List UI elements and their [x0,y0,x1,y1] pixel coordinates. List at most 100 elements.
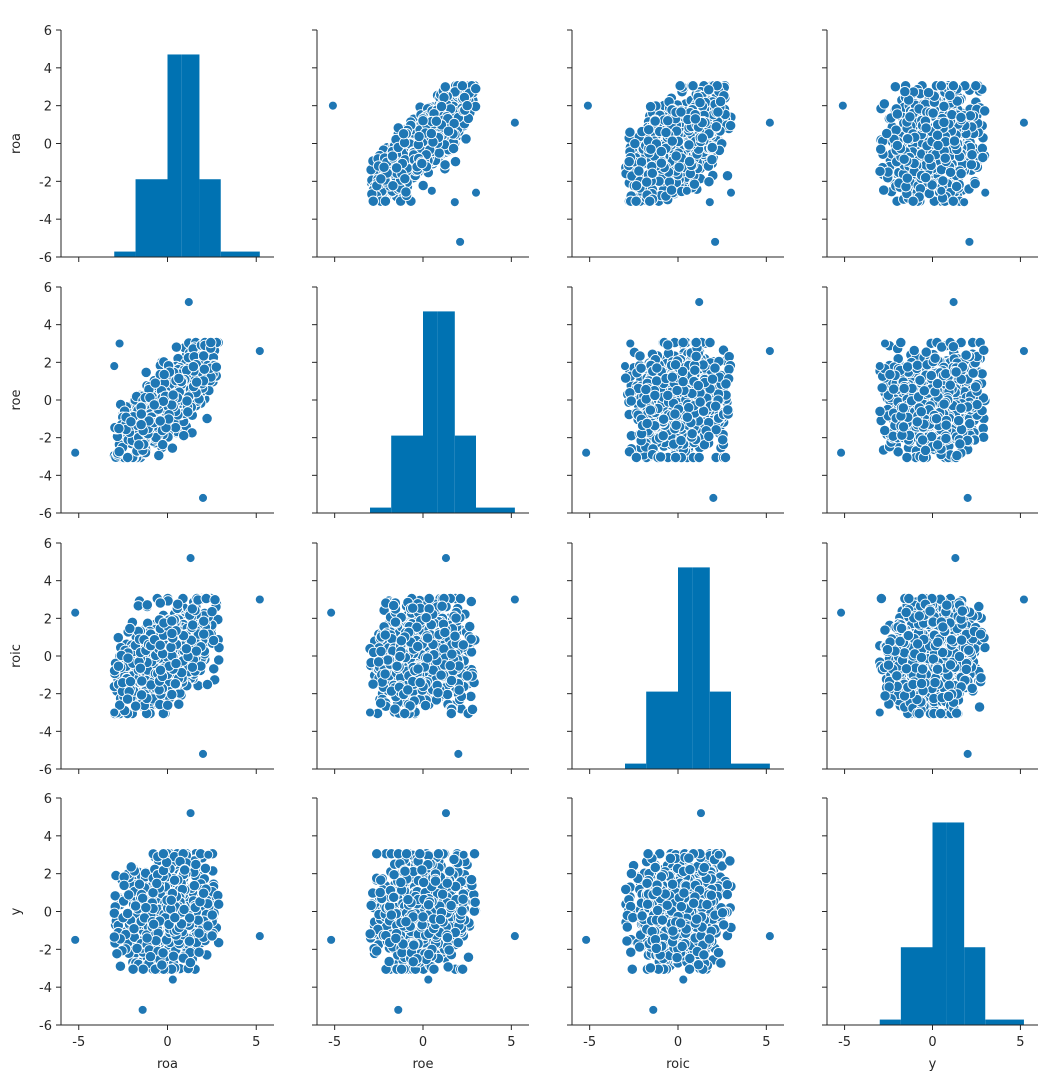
scatter-point [922,87,935,99]
scatter-point [721,170,734,182]
scatter-point [944,166,957,178]
scatter-point [201,412,213,425]
outlier-point [1018,117,1029,128]
scatter-point [447,142,460,155]
scatter-point [375,173,387,185]
hist-bar [454,435,476,513]
scatter-point [149,377,161,389]
panel-roa-vs-y [822,29,1038,262]
scatter-point [630,195,642,207]
outlier-point [198,492,208,503]
outlier-point [581,447,592,458]
panel-roe-vs-roe [312,286,529,518]
scatter-point [657,413,670,425]
scatter-point [644,195,656,207]
panel-roa-vs-roic [567,29,784,262]
scatter-point [674,80,686,92]
outlier-point [959,197,970,208]
scatter-point [689,364,701,376]
scatter-point [686,428,698,440]
outlier-point [726,187,736,198]
y-tick-label: 6 [44,24,52,39]
scatter-point [687,80,699,92]
scatter-point [125,416,137,428]
scatter-point [634,350,646,362]
hist-bar [423,311,438,513]
scatter-point [720,378,732,390]
scatter-point [635,362,647,374]
scatter-point [367,195,379,207]
scatter-point [704,336,716,349]
scatter-point [666,371,679,383]
scatter-point [675,434,687,447]
scatter-point [677,375,689,388]
scatter-point [681,411,693,423]
scatter-point [944,89,956,102]
scatter-point [970,80,982,92]
scatter-point [669,359,682,371]
scatter-point [153,449,165,462]
scatter-point [170,341,183,353]
scatter-point [891,139,903,152]
scatter-point [630,180,643,192]
scatter-point [947,195,959,207]
scatter-point [902,133,914,145]
outlier-point [254,346,265,356]
scatter-point [671,384,683,397]
scatter-point [703,430,715,442]
scatter-point [379,195,392,207]
scatter-point [135,418,147,431]
scatter-point [977,151,989,164]
scatter-point [178,429,190,442]
scatter-point [167,389,179,401]
scatter-point [923,152,935,164]
scatter-point [633,165,645,177]
scatter-point [662,115,674,127]
scatter-point [927,107,939,119]
scatter-point [670,419,682,431]
scatter-point [935,80,947,92]
outlier-point [964,236,975,247]
scatter-point [703,84,715,96]
scatter-point [620,372,632,384]
hist-bar [181,54,200,257]
scatter-point [683,139,695,151]
scatter-point [461,100,473,112]
scatter-point [460,133,472,145]
scatter-point [122,451,134,464]
scatter-point [624,126,636,138]
outlier-point [936,185,947,196]
scatter-point [965,158,978,171]
scatter-point [198,363,211,375]
outlier-point [471,187,481,198]
scatter-point [955,167,967,180]
y-tick-label: 2 [44,356,52,371]
scatter-point [662,339,674,351]
scatter-point [210,361,222,373]
scatter-point [449,155,462,168]
scatter-point [948,135,961,147]
hist-bar [135,179,168,257]
scatter-point [690,350,702,363]
scatter-point [425,127,438,140]
scatter-point [881,127,893,140]
scatter-point [723,363,735,376]
scatter-point [683,402,695,414]
scatter-point [665,184,678,196]
scatter-point [947,80,960,92]
scatter-point [157,439,169,451]
panel-roe-vs-roic [567,286,784,518]
scatter-point [722,404,734,416]
scatter-point [154,415,166,427]
scatter-point [655,145,667,158]
scatter-point [158,368,170,381]
scatter-point [113,422,125,435]
scatter-point [630,451,643,464]
scatter-point [439,81,451,93]
scatter-point [670,150,682,162]
outlier-point [710,236,721,247]
scatter-point [931,129,944,141]
scatter-point [677,336,689,349]
scatter-point [399,173,411,185]
